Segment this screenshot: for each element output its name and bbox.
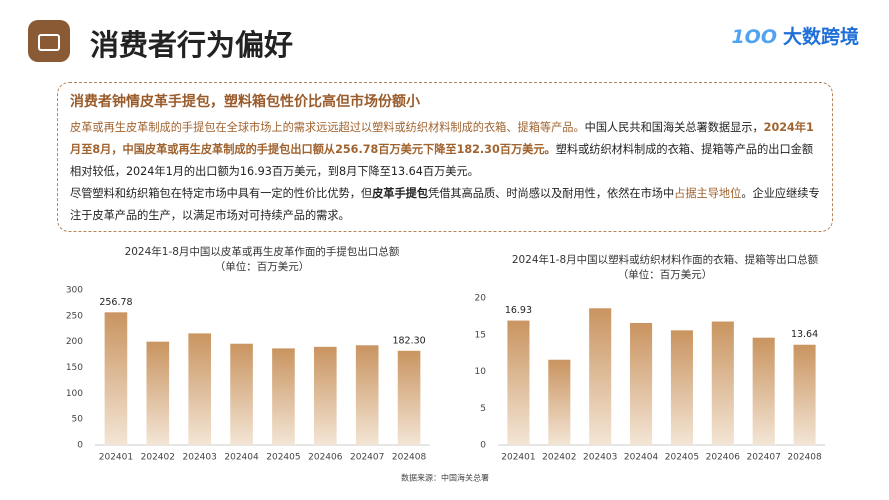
bar (548, 359, 571, 445)
y-tick-label: 15 (475, 330, 486, 340)
source: 数据来源：中国海关总署 (401, 473, 489, 483)
y-tick-label: 20 (475, 294, 487, 304)
logo-text: 大数跨境 (782, 26, 859, 48)
text-segment: 占据主导地位 (674, 187, 742, 200)
bar (397, 350, 421, 445)
bar (188, 333, 211, 445)
bar (630, 322, 653, 445)
y-tick-label: 10 (475, 367, 487, 377)
x-tick-label: 202408 (392, 453, 427, 463)
y-tick-label: 0 (77, 441, 83, 451)
x-tick-label: 202408 (787, 453, 822, 463)
paragraph: 尽管塑料和纺织箱包在特定市场中具有一定的性价比优势，但皮革手提包凭借其高品质、时… (70, 183, 820, 227)
bar (314, 346, 337, 445)
x-tick-label: 202405 (665, 453, 699, 463)
text-segment: 凭借其高品质、时尚感以及耐用性，依然在市场中 (428, 187, 675, 200)
value-label: 16.93 (505, 305, 532, 316)
x-tick-label: 202404 (624, 453, 659, 463)
x-tick-label: 202404 (224, 453, 259, 463)
text-segment: 皮革或再生皮革制成的手提包在全球市场上的需求远远超过以塑料或纺织材料制成的衣箱、… (70, 121, 585, 134)
bar (272, 348, 295, 445)
y-tick-label: 200 (66, 337, 83, 347)
bar (752, 337, 775, 445)
paragraph: 皮革或再生皮革制成的手提包在全球市场上的需求远远超过以塑料或纺织材料制成的衣箱、… (70, 117, 820, 183)
logo: 1OO 大数跨境 (731, 26, 859, 48)
text-segment: 中国人民共和国海关总署数据显示， (584, 121, 764, 134)
text-segment: 皮革手提包 (372, 187, 429, 200)
x-tick-label: 202402 (542, 453, 576, 463)
bar (589, 308, 612, 445)
x-tick-label: 202403 (583, 453, 617, 463)
x-tick-label: 202406 (706, 453, 741, 463)
summary-title: 消费者钟情皮革手提包，塑料箱包性价比高但市场份额小 (70, 94, 420, 110)
chart-title: 2024年1-8月中国以塑料或纺织材料作面的衣箱、提箱等出口总额 (512, 253, 819, 266)
summary-box: 消费者钟情皮革手提包，塑料箱包性价比高但市场份额小 皮革或再生皮革制成的手提包在… (57, 82, 833, 232)
bar (230, 343, 253, 445)
x-tick-label: 202403 (183, 453, 217, 463)
bar (104, 312, 128, 445)
y-tick-label: 0 (480, 441, 486, 451)
x-tick-label: 202405 (266, 453, 300, 463)
chart-subtitle: （单位：百万美元） (215, 260, 310, 273)
slide-title: 消费者行为偏好 (90, 28, 294, 62)
y-tick-label: 100 (66, 389, 83, 399)
text-segment: 塑料或纺织材料制成的衣箱、提箱等产品的出口金额相对较低，2024年1月的出口额为… (70, 143, 814, 178)
bar (670, 330, 693, 445)
value-label: 256.78 (99, 297, 132, 308)
text-segment: 尽管塑料和纺织箱包在特定市场中具有一定的性价比优势，但 (70, 187, 373, 200)
y-tick-label: 50 (72, 415, 84, 425)
chart-title: 2024年1-8月中国以皮革或再生皮革作面的手提包出口总额 (125, 245, 400, 258)
bar (146, 341, 170, 445)
y-tick-label: 250 (66, 311, 83, 321)
chart-subtitle: （单位：百万美元） (618, 268, 713, 281)
x-tick-label: 202401 (501, 453, 535, 463)
y-tick-label: 5 (480, 404, 486, 414)
bar (507, 320, 530, 445)
x-tick-label: 202406 (308, 453, 343, 463)
text-segment: 2024年1月至8月，中国皮革或再生皮革制成的手提包出口额从256.78百万美元… (70, 121, 814, 156)
x-tick-label: 202402 (141, 453, 175, 463)
x-tick-label: 202401 (99, 453, 133, 463)
x-tick-label: 202407 (747, 453, 781, 463)
charts: 数据来源：中国海关总署 2024年1-8月中国以皮革或再生皮革作面的手提包出口总… (66, 245, 825, 483)
bar (793, 344, 816, 445)
value-label: 13.64 (791, 329, 818, 340)
value-label: 182.30 (392, 335, 425, 346)
x-tick-label: 202407 (350, 453, 384, 463)
bar (355, 345, 379, 445)
bar (711, 321, 734, 445)
icon (28, 20, 70, 62)
text-segment: 。企业应继续专注于皮革产品的生产，以满足市场对可持续产品的需求。 (70, 187, 820, 222)
y-tick-label: 300 (66, 286, 83, 296)
y-tick-label: 150 (66, 363, 83, 373)
